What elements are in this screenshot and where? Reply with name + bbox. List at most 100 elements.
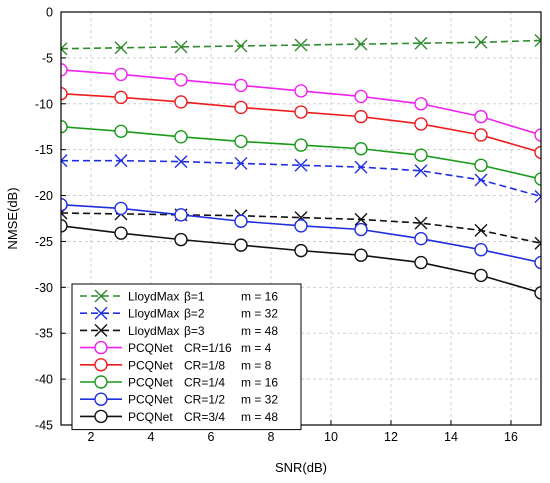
axis-ticks: 2 4 6 8 10 12 14 16 0 -5 -10 -15 -20 -25 -30 -35 -40 -45 — [35, 6, 518, 445]
data-point — [534, 128, 541, 142]
data-point — [294, 158, 308, 172]
data-point — [174, 40, 188, 54]
data-point — [414, 36, 428, 50]
data-point — [294, 243, 308, 258]
data-point — [474, 109, 488, 124]
legend-series-name: PCQNet — [128, 376, 173, 390]
x-tick-label: 16 — [504, 430, 518, 444]
y-tick-label: -40 — [35, 373, 53, 387]
data-point — [174, 155, 188, 169]
legend-series-name: LloydMax — [128, 324, 179, 338]
legend-param: CR=1/16 — [184, 341, 232, 355]
legend-m: m = 32 — [241, 393, 278, 407]
data-point — [114, 201, 128, 216]
data-point — [234, 78, 248, 93]
data-point — [474, 268, 488, 283]
y-tick-label: -35 — [35, 327, 53, 341]
legend-entry: PCQNet CR=1/8 m = 8 — [80, 358, 272, 372]
y-tick-label: -15 — [35, 143, 53, 157]
data-point — [114, 154, 128, 168]
data-point — [294, 38, 308, 52]
series-line — [61, 125, 541, 180]
legend-param: β=2 — [184, 307, 205, 321]
data-point — [61, 63, 68, 77]
series-7 — [61, 198, 541, 270]
y-tick-label: -5 — [42, 51, 53, 65]
data-point — [234, 214, 248, 228]
data-point — [474, 223, 488, 237]
data-point — [61, 154, 68, 168]
legend-entry: LloydMax β=2 m = 32 — [80, 307, 278, 321]
legend-marker — [94, 289, 108, 303]
data-point — [234, 39, 248, 53]
data-point — [354, 109, 368, 124]
data-point — [174, 73, 188, 87]
data-point — [474, 35, 488, 49]
x-tick-label: 2 — [88, 430, 95, 444]
data-point — [534, 255, 541, 270]
legend-m: m = 8 — [241, 358, 272, 372]
data-point — [354, 160, 368, 174]
x-tick-label: 6 — [208, 430, 215, 444]
data-point — [294, 219, 308, 233]
data-point — [414, 164, 428, 178]
data-point — [234, 134, 248, 149]
data-point — [114, 41, 128, 55]
data-point — [354, 142, 368, 156]
data-point — [114, 67, 128, 82]
y-tick-label: -10 — [35, 97, 53, 111]
data-point — [414, 148, 428, 162]
data-point — [414, 216, 428, 230]
legend-param: β=1 — [184, 290, 205, 304]
data-point — [534, 189, 541, 203]
data-point — [61, 42, 68, 56]
data-point — [234, 238, 248, 252]
data-point — [534, 172, 541, 186]
data-point — [234, 156, 248, 170]
data-point — [174, 232, 188, 247]
x-tick-label: 4 — [148, 430, 155, 444]
legend-m: m = 16 — [241, 290, 278, 304]
x-axis-label: SNR(dB) — [275, 460, 327, 475]
legend-m: m = 48 — [241, 410, 278, 424]
data-point — [474, 243, 488, 257]
legend-param: CR=1/4 — [184, 376, 225, 390]
legend-entry: PCQNet CR=1/4 m = 16 — [80, 375, 278, 390]
legend-box — [71, 283, 302, 431]
data-point — [234, 100, 248, 115]
legend: LloydMax β=1 m = 16 LloydMax β=2 m = 32 LloydM… — [71, 283, 302, 431]
data-point — [354, 248, 368, 262]
legend-param: CR=1/8 — [184, 358, 225, 372]
x-tick-label: 8 — [268, 430, 275, 444]
y-tick-label: 0 — [46, 6, 53, 20]
data-point — [114, 124, 128, 139]
legend-m: m = 4 — [241, 341, 272, 355]
y-tick-label: -20 — [35, 189, 53, 203]
data-point — [414, 117, 428, 131]
data-point — [534, 286, 541, 300]
series-line — [61, 225, 541, 294]
data-point — [534, 236, 541, 250]
series-layer — [61, 33, 541, 300]
data-point — [474, 128, 488, 142]
data-point — [534, 145, 541, 160]
data-point — [61, 198, 68, 212]
legend-marker — [94, 306, 108, 320]
data-point — [354, 212, 368, 226]
data-point — [294, 84, 308, 98]
data-point — [474, 173, 488, 187]
series-4 — [61, 63, 541, 142]
data-point — [61, 219, 68, 233]
x-tick-label: 12 — [384, 430, 398, 444]
legend-m: m = 48 — [241, 324, 278, 338]
data-point — [114, 90, 128, 105]
data-point — [174, 208, 188, 222]
legend-entry: LloydMax β=1 m = 16 — [80, 290, 278, 304]
data-point — [174, 130, 188, 144]
data-point — [354, 222, 368, 237]
legend-entry: LloydMax β=3 m = 48 — [80, 324, 278, 338]
series-line — [61, 39, 541, 50]
y-axis-label: NMSE(dB) — [5, 187, 20, 249]
data-point — [414, 255, 428, 270]
